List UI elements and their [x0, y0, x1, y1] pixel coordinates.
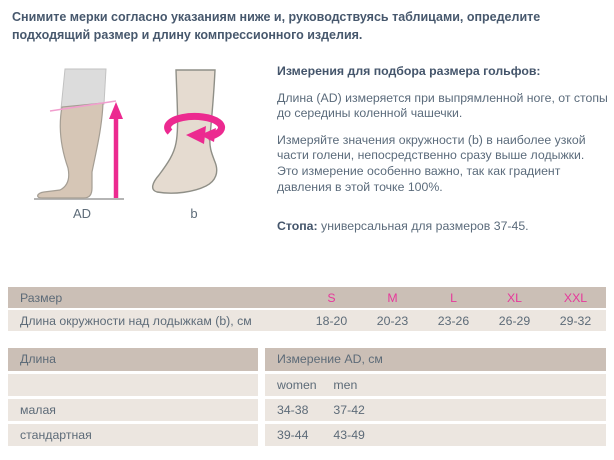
value-xxl: 29-32: [559, 313, 592, 328]
size-col-xl: XL: [506, 290, 523, 305]
ankle-circumference-illustration: [152, 69, 226, 194]
knee-line: [49, 100, 117, 112]
length-table-row-small: малая 34-38 37-42: [8, 399, 606, 421]
circumference-arrow-icon: [164, 112, 226, 144]
figure-b: b: [144, 68, 244, 221]
foot-size-note: Стопа: универсальная для размеров 37-45.: [277, 219, 614, 235]
info-paragraph-circumference-part1: Измеряйте значения окружности (b) в наиб…: [277, 132, 586, 163]
length-table-header-row: Длина Измерение AD, см: [8, 348, 606, 371]
subheader-men: men: [333, 378, 358, 392]
size-table-header-row: Размер S M L XL XXL: [8, 287, 606, 308]
size-col-l: L: [450, 290, 457, 305]
length-standard-men: 43-49: [333, 428, 365, 442]
size-table-data-row: Длина окружности над лодыжкам (b), см 18…: [8, 310, 606, 331]
figure-b-label: b: [190, 206, 198, 221]
length-small-men: 37-42: [333, 403, 365, 417]
foot-size-text: универсальная для размеров 37-45.: [321, 219, 529, 234]
size-table: Размер S M L XL XXL Длина окружности над…: [8, 287, 606, 333]
size-col-m: M: [387, 290, 398, 305]
value-s: 18-20: [315, 313, 348, 328]
figure-ad: AD: [32, 68, 132, 221]
subheader-women: women: [277, 378, 317, 392]
measurement-figures: AD b: [32, 68, 252, 223]
measurement-info: Измерения для подбора размера гольфов: Д…: [277, 64, 614, 246]
length-standard-values: 39-44 43-49: [265, 424, 606, 446]
info-paragraph-circumference: Измеряйте значения окружности (b) в наиб…: [277, 133, 614, 195]
length-table-subheader-row: women men: [8, 374, 606, 396]
size-table-header: Размер: [20, 290, 63, 305]
length-table: Длина Измерение AD, см women men малая 3…: [8, 348, 606, 449]
length-small-values: 34-38 37-42: [265, 399, 606, 421]
length-table-empty-cell: [8, 374, 258, 396]
value-xl: 26-29: [498, 313, 531, 328]
value-m: 20-23: [376, 313, 409, 328]
length-standard-label: стандартная: [8, 424, 258, 446]
length-table-col1-header: Длина: [8, 348, 258, 371]
figure-ad-label: AD: [72, 206, 92, 221]
info-paragraph-circumference-part2: Это измерение особенно важно, так как гр…: [277, 164, 561, 194]
info-paragraph-length: Длина (AD) измеряется при выпрямленной н…: [277, 90, 608, 121]
length-small-women: 34-38: [277, 403, 309, 417]
length-table-row-standard: стандартная 39-44 43-49: [8, 424, 606, 446]
foot-size-label: Стопа:: [277, 219, 318, 234]
length-small-label: малая: [8, 399, 258, 421]
size-col-s: S: [327, 290, 336, 305]
length-table-gender-cell: women men: [265, 374, 606, 396]
leg-length-illustration: [34, 68, 124, 200]
size-col-xxl: XXL: [563, 290, 588, 305]
intro-text: Снимите мерки согласно указаниям ниже и,…: [12, 10, 541, 43]
length-arrow-icon: [109, 102, 123, 198]
value-l: 23-26: [437, 313, 470, 328]
length-table-col2-header: Измерение AD, см: [265, 348, 606, 371]
info-title: Измерения для подбора размера гольфов:: [277, 64, 541, 78]
circumference-row-label: Длина окружности над лодыжкам (b), см: [20, 313, 252, 328]
length-standard-women: 39-44: [277, 428, 309, 442]
